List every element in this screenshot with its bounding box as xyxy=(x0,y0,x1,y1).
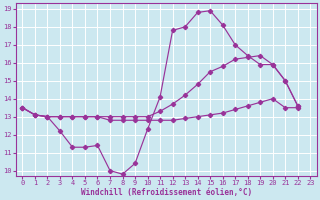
X-axis label: Windchill (Refroidissement éolien,°C): Windchill (Refroidissement éolien,°C) xyxy=(81,188,252,197)
